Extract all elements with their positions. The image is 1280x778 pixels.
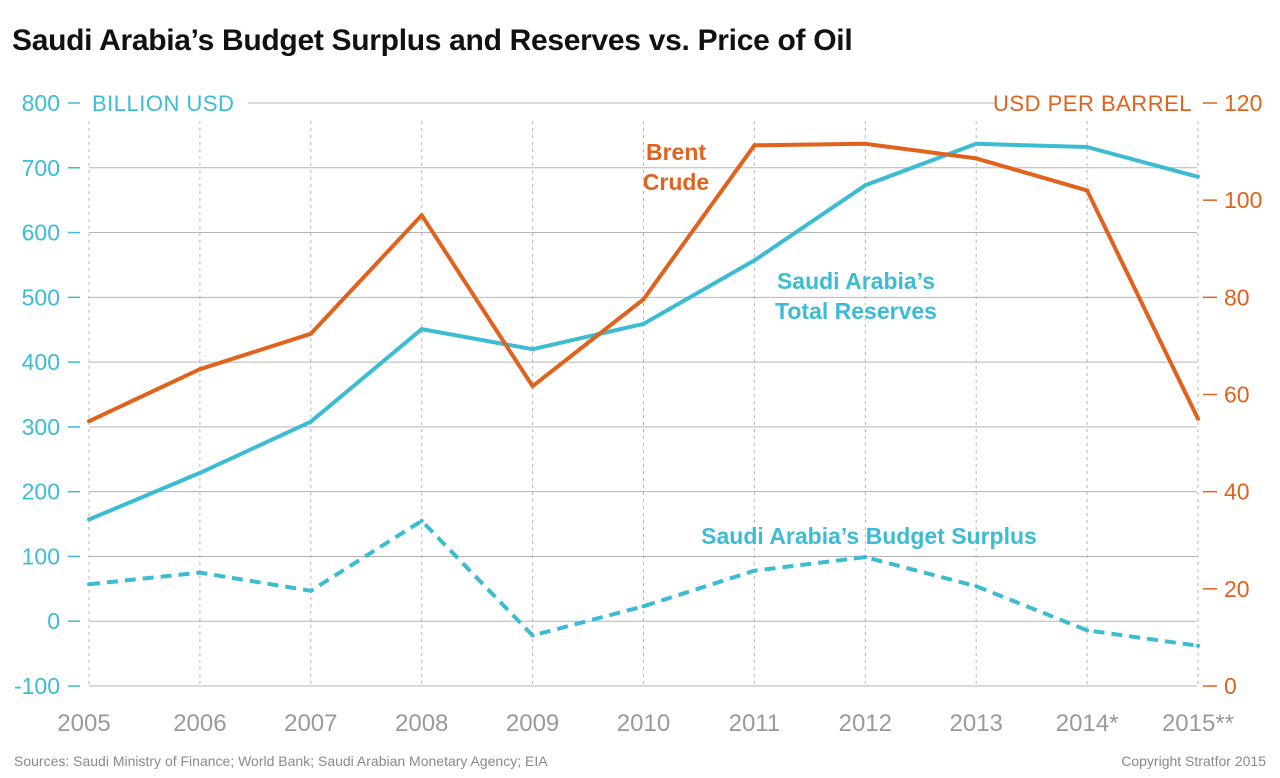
data-point-saudi-arabia-s-total-reserves [87, 517, 91, 522]
x-tick-label: 2009 [506, 710, 559, 737]
data-point-saudi-arabia-s-budget-surplus [1196, 643, 1200, 648]
left-tick-label: 600 [22, 220, 60, 246]
data-point-saudi-arabia-s-total-reserves [752, 258, 757, 263]
left-tick-label: -100 [14, 673, 60, 699]
annotations: Brent Crude Saudi Arabia’s Total Reserves Sa… [643, 139, 1037, 549]
data-point-saudi-arabia-s-total-reserves [308, 419, 313, 424]
data-point-brent-crude [752, 143, 757, 148]
left-tick-label: 800 [22, 90, 60, 116]
series-line-saudi-arabia-s-budget-surplus [88, 518, 1199, 648]
data-point-brent-crude [1196, 416, 1200, 421]
x-tick-label: 2006 [173, 710, 226, 737]
data-point-saudi-arabia-s-budget-surplus [641, 604, 646, 609]
data-point-brent-crude [530, 384, 535, 389]
data-point-saudi-arabia-s-total-reserves [1196, 174, 1200, 179]
data-point-saudi-arabia-s-budget-surplus [87, 582, 91, 587]
data-point-saudi-arabia-s-budget-surplus [530, 633, 535, 638]
right-tick-label: 60 [1224, 382, 1250, 408]
left-tick-label: 700 [22, 155, 60, 181]
data-point-saudi-arabia-s-total-reserves [863, 183, 868, 188]
left-tick-label: 200 [22, 479, 60, 505]
right-tick-label: 40 [1224, 479, 1250, 505]
data-point-saudi-arabia-s-total-reserves [641, 321, 646, 326]
x-tick-label: 2014* [1056, 710, 1119, 737]
data-point-saudi-arabia-s-budget-surplus [974, 584, 979, 589]
data-point-brent-crude [87, 419, 91, 424]
data-point-brent-crude [308, 331, 313, 336]
annotation-budget-surplus: Saudi Arabia’s Budget Surplus [701, 523, 1037, 549]
annotation-total-reserves: Saudi Arabia’s Total Reserves [775, 268, 937, 324]
data-point-brent-crude [974, 156, 979, 161]
x-tick-label: 2005 [57, 710, 110, 737]
data-point-brent-crude [197, 367, 202, 372]
data-point-brent-crude [641, 297, 646, 302]
right-axis-title: USD PER BARREL [993, 91, 1192, 116]
left-axis-title: BILLION USD [92, 91, 234, 116]
left-tick-label: 100 [22, 543, 60, 569]
data-point-saudi-arabia-s-budget-surplus [752, 568, 757, 573]
data-point-saudi-arabia-s-total-reserves [974, 141, 979, 146]
x-tick-label: 2012 [839, 710, 892, 737]
left-tick-label: 400 [22, 349, 60, 375]
right-tick-label: 20 [1224, 576, 1250, 602]
left-tick-label: 500 [22, 284, 60, 310]
x-tick-label: 2010 [617, 710, 670, 737]
data-point-saudi-arabia-s-budget-surplus [197, 570, 202, 575]
x-tick-label: 2007 [284, 710, 337, 737]
data-point-brent-crude [863, 141, 868, 146]
data-point-saudi-arabia-s-total-reserves [419, 327, 424, 332]
right-tick-label: 80 [1224, 284, 1250, 310]
left-tick-label: 300 [22, 414, 60, 440]
series-lines [87, 141, 1200, 648]
data-point-saudi-arabia-s-budget-surplus [419, 518, 424, 523]
x-tick-label: 2008 [395, 710, 448, 737]
x-tick-label: 2013 [950, 710, 1003, 737]
data-point-saudi-arabia-s-budget-surplus [863, 555, 868, 560]
right-tick-label: 120 [1224, 90, 1262, 116]
annotation-brent-crude: Brent Crude [643, 139, 709, 195]
data-point-saudi-arabia-s-budget-surplus [1085, 628, 1090, 633]
right-tick-label: 100 [1224, 187, 1262, 213]
data-point-brent-crude [1085, 188, 1090, 193]
right-tick-label: 0 [1224, 673, 1237, 699]
source-note: Sources: Saudi Ministry of Finance; Worl… [14, 753, 548, 769]
data-point-brent-crude [419, 213, 424, 218]
data-point-saudi-arabia-s-budget-surplus [308, 588, 313, 593]
copyright-note: Copyright Stratfor 2015 [1121, 753, 1266, 769]
data-point-saudi-arabia-s-total-reserves [197, 470, 202, 475]
grid-lines [88, 102, 1199, 687]
data-point-saudi-arabia-s-total-reserves [1085, 145, 1090, 149]
chart-title: Saudi Arabia’s Budget Surplus and Reserv… [12, 24, 853, 57]
left-tick-label: 0 [47, 608, 60, 634]
x-tick-label: 2015** [1162, 710, 1234, 737]
x-tick-label: 2011 [729, 710, 781, 737]
data-point-saudi-arabia-s-total-reserves [530, 347, 535, 352]
